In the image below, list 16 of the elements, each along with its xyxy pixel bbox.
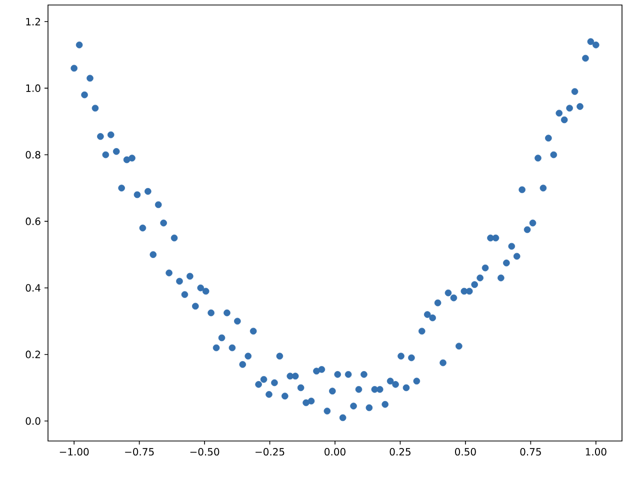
x-tick-label: 0.25 xyxy=(390,448,410,456)
x-tick-label: 0.50 xyxy=(455,448,476,456)
y-tick-label: 0.0 xyxy=(26,417,40,425)
y-tick-label: 0.8 xyxy=(26,150,40,159)
y-tick-label: 0.6 xyxy=(26,218,40,226)
x-tick-label: −1.00 xyxy=(60,448,89,456)
y-tick-label: 1.0 xyxy=(26,84,40,92)
x-tick-label: −0.75 xyxy=(125,448,154,456)
y-tick-label: 1.2 xyxy=(26,18,40,26)
x-tick-label: 0.00 xyxy=(324,448,346,456)
y-tick-label: 0.2 xyxy=(26,350,40,358)
x-tick-label: 1.00 xyxy=(586,448,606,456)
y-tick-label: 0.4 xyxy=(26,284,40,292)
x-tick-label: −0.50 xyxy=(190,448,220,456)
x-tick-label: 0.75 xyxy=(520,448,541,456)
x-tick-label: −0.25 xyxy=(256,448,284,456)
